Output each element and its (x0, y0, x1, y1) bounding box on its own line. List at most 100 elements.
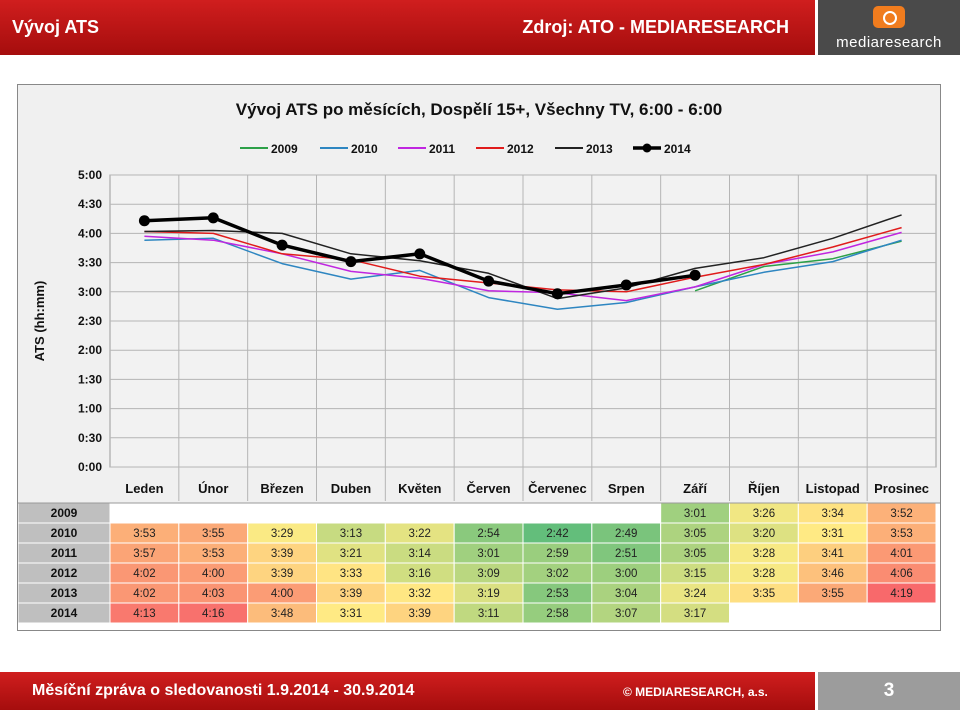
table-cell-value: 4:13 (133, 608, 155, 620)
page-number: 3 (883, 680, 895, 701)
report-title: Měsíční zpráva o sledovanosti 1.9.2014 -… (32, 682, 415, 699)
table-cell-value: 4:02 (133, 568, 155, 580)
y-axis-label: ATS (hh:mm) (32, 281, 47, 362)
table-cell-value: 3:07 (615, 608, 637, 620)
x-tick-label: Květen (398, 481, 441, 496)
table-cell-value: 3:48 (271, 608, 293, 620)
table-cell (453, 502, 524, 524)
y-tick-label: 3:00 (78, 285, 102, 299)
table-cell-value: 4:00 (202, 568, 224, 580)
x-tick-label: Duben (331, 481, 372, 496)
series-point-2014 (551, 288, 563, 300)
table-cell (384, 502, 455, 524)
table-cell (866, 602, 937, 624)
table-cell-value: 3:01 (684, 508, 706, 520)
table-cell-value: 4:02 (133, 588, 155, 600)
table-cell-value: 4:03 (202, 588, 224, 600)
page-title: Vývoj ATS (12, 17, 100, 37)
series-point-2014 (276, 239, 288, 251)
legend-marker-2014 (642, 143, 652, 153)
x-tick-label: Srpen (608, 481, 645, 496)
series-point-2014 (345, 256, 357, 268)
table-cell-value: 2:53 (546, 588, 568, 600)
table-cell-value: 3:39 (271, 568, 293, 580)
table-cell-value: 3:31 (340, 608, 362, 620)
table-cell-value: 3:53 (133, 528, 155, 540)
table-year-label: 2012 (51, 566, 78, 580)
table-cell-value: 2:54 (477, 528, 500, 540)
y-tick-label: 0:30 (78, 431, 102, 445)
legend-label-2009: 2009 (271, 142, 298, 156)
x-tick-label: Červen (467, 481, 511, 496)
x-tick-label: Leden (125, 481, 163, 496)
series-line-2009 (694, 240, 902, 292)
legend-label-2013: 2013 (586, 142, 613, 156)
table-cell-value: 3:32 (409, 588, 431, 600)
table-cell (316, 502, 386, 524)
table-cell-value: 3:53 (202, 548, 224, 560)
y-tick-label: 2:30 (78, 314, 102, 328)
x-tick-label: Září (683, 481, 707, 496)
table-cell-value: 3:11 (478, 608, 500, 620)
table-year-label: 2013 (51, 586, 78, 600)
series-point-2014 (689, 269, 701, 281)
legend-label-2010: 2010 (351, 142, 378, 156)
table-cell-value: 4:00 (271, 588, 293, 600)
table-cell (797, 602, 868, 624)
table-cell-value: 3:14 (409, 548, 432, 560)
y-tick-label: 0:00 (78, 460, 102, 474)
table-year-label: 2009 (51, 506, 78, 520)
table-cell-value: 2:42 (546, 528, 568, 540)
table-cell-value: 2:49 (615, 528, 637, 540)
table-cell-value: 3:04 (615, 588, 638, 600)
table-cell-value: 3:55 (822, 588, 844, 600)
logo-icon (873, 6, 905, 28)
table-cell-value: 3:57 (133, 548, 155, 560)
table-cell-value: 3:35 (753, 588, 775, 600)
table-cell-value: 3:41 (822, 548, 844, 560)
footer-bar: Měsíční zpráva o sledovanosti 1.9.2014 -… (0, 672, 815, 710)
table-cell-value: 3:17 (684, 608, 706, 620)
series-point-2014 (138, 215, 150, 227)
x-tick-label: Březen (260, 481, 303, 496)
legend-label-2011: 2011 (429, 142, 455, 156)
table-cell-value: 4:06 (890, 568, 912, 580)
x-tick-label: Listopad (806, 481, 860, 496)
table-cell-value: 2:59 (546, 548, 568, 560)
x-tick-label: Říjen (748, 481, 780, 496)
y-tick-label: 5:00 (78, 168, 102, 182)
table-cell-value: 3:46 (822, 568, 844, 580)
table-cell-value: 3:53 (890, 528, 912, 540)
table-cell (247, 502, 318, 524)
table-cell-value: 4:16 (202, 608, 224, 620)
series-point-2014 (483, 275, 495, 287)
table-cell-value: 3:02 (546, 568, 568, 580)
table-cell-value: 2:58 (546, 608, 568, 620)
table-cell-value: 3:00 (615, 568, 637, 580)
table-cell-value: 4:19 (890, 588, 912, 600)
table-cell (591, 502, 662, 524)
table-cell (729, 602, 799, 624)
table-year-label: 2010 (51, 526, 78, 540)
source-label: Zdroj: ATO - MEDIARESEARCH (522, 17, 789, 37)
table-cell-value: 3:16 (409, 568, 431, 580)
y-tick-label: 1:30 (78, 372, 102, 386)
table-cell-value: 3:20 (753, 528, 775, 540)
x-tick-label: Červenec (528, 481, 587, 496)
y-tick-label: 2:00 (78, 343, 102, 357)
y-tick-label: 3:30 (78, 256, 102, 270)
table-cell-value: 3:15 (684, 568, 706, 580)
table-cell-value: 3:52 (890, 508, 912, 520)
header-bar: Vývoj ATS Zdroj: ATO - MEDIARESEARCH (0, 0, 815, 55)
table-cell-value: 3:13 (340, 528, 362, 540)
series-point-2014 (620, 279, 632, 291)
ats-chart: Vývoj ATS po měsících, Dospělí 15+, Všec… (17, 85, 940, 624)
table-cell-value: 3:31 (822, 528, 844, 540)
table-cell-value: 2:51 (615, 548, 637, 560)
logo-text: mediaresearch (836, 34, 942, 51)
table-cell-value: 3:24 (684, 588, 707, 600)
series-line-2010 (144, 237, 902, 311)
table-cell-value: 3:55 (202, 528, 224, 540)
legend-label-2012: 2012 (507, 142, 534, 156)
y-tick-label: 4:00 (78, 226, 102, 240)
